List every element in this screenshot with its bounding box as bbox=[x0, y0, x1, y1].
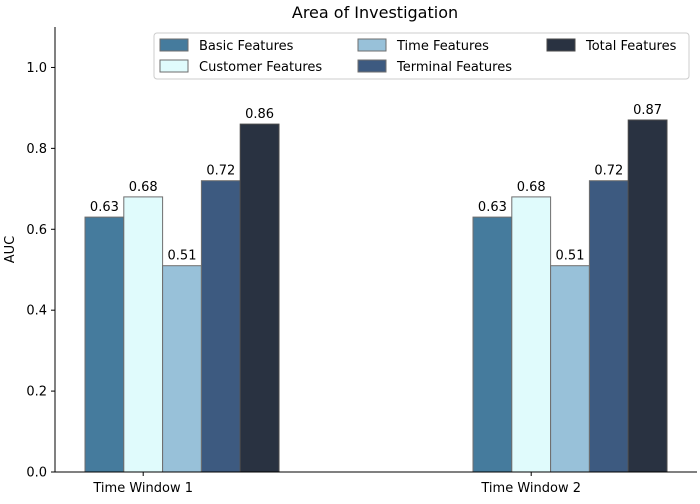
chart-title: Area of Investigation bbox=[292, 3, 458, 22]
legend-swatch bbox=[546, 38, 576, 52]
legend-entry-label: Total Features bbox=[585, 39, 677, 54]
legend: Basic Features Customer Features Time Feat… bbox=[153, 32, 690, 80]
bar bbox=[123, 196, 164, 473]
bar bbox=[550, 265, 590, 473]
x-tick-label: Time Window 1 bbox=[92, 481, 193, 496]
legend-swatch bbox=[357, 59, 387, 73]
legend-swatch bbox=[159, 38, 189, 52]
legend-swatch bbox=[357, 38, 387, 52]
value-labels-layer: 0.63 0.63 0.68 0.68 0.51 0.51 0.72 0.72 0.86 0.87 bbox=[90, 103, 662, 264]
bar-value-label: 0.86 bbox=[245, 107, 274, 122]
bar-value-label: 0.68 bbox=[129, 180, 158, 195]
legend-swatch bbox=[159, 59, 189, 73]
legend-entry-label: Terminal Features bbox=[396, 60, 512, 75]
y-tick-label: 0.8 bbox=[26, 142, 47, 157]
bar bbox=[588, 180, 629, 473]
y-tick-label: 0.4 bbox=[26, 304, 47, 319]
axes-layer: 0.0 0.2 0.4 0.6 0.8 1.0 Time Window 1 Time Wind… bbox=[26, 27, 697, 496]
y-tick-label: 0.0 bbox=[26, 466, 47, 481]
y-tick-label: 1.0 bbox=[26, 61, 47, 76]
bar-value-label: 0.63 bbox=[478, 200, 507, 215]
bar bbox=[239, 123, 280, 473]
bar bbox=[200, 180, 241, 473]
bar-value-label: 0.51 bbox=[556, 249, 585, 264]
bar-value-label: 0.68 bbox=[517, 180, 546, 195]
y-tick-label: 0.2 bbox=[26, 385, 47, 400]
bar-value-label: 0.87 bbox=[633, 103, 662, 118]
bar bbox=[472, 216, 513, 473]
bar-value-label: 0.72 bbox=[206, 164, 235, 179]
bars-layer bbox=[84, 119, 668, 473]
bar bbox=[627, 119, 668, 473]
legend-entry-label: Customer Features bbox=[199, 60, 322, 75]
bar bbox=[511, 196, 552, 473]
bar-value-label: 0.51 bbox=[168, 249, 197, 264]
legend-entry-label: Basic Features bbox=[199, 39, 294, 54]
bar bbox=[84, 216, 125, 473]
y-tick-label: 0.6 bbox=[26, 223, 47, 238]
legend-entry-label: Time Features bbox=[396, 39, 489, 54]
x-tick-label: Time Window 2 bbox=[480, 481, 581, 496]
y-axis-label: AUC bbox=[3, 236, 18, 264]
bar-value-label: 0.72 bbox=[594, 164, 623, 179]
bar bbox=[162, 265, 202, 473]
bar-value-label: 0.63 bbox=[90, 200, 119, 215]
